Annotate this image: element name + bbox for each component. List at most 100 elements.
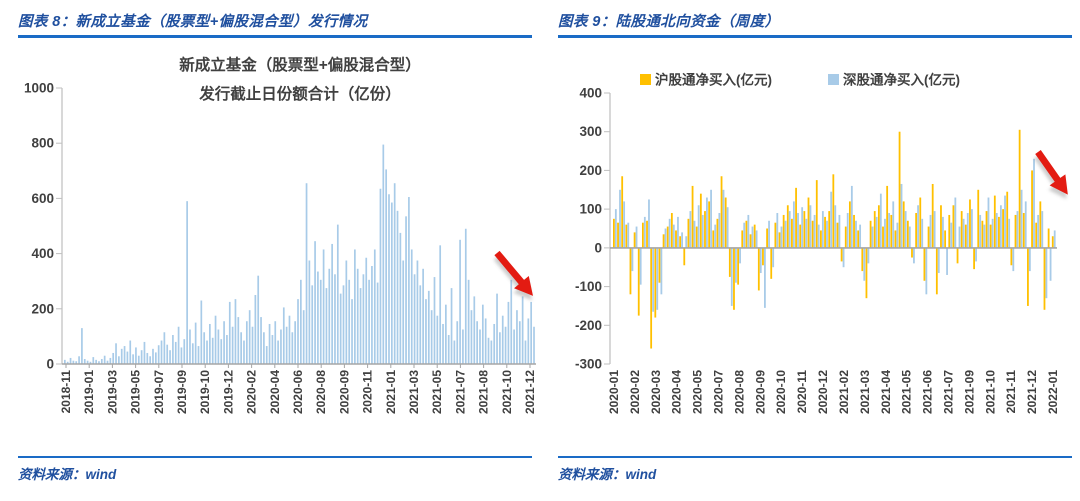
bar <box>1012 247 1015 271</box>
x-tick-label: 2021-01 <box>384 369 398 413</box>
bar <box>257 275 260 364</box>
bar <box>782 214 785 248</box>
bar <box>650 247 653 349</box>
svg-text:2020-03: 2020-03 <box>649 369 663 413</box>
bar <box>1016 210 1019 248</box>
bar <box>183 338 186 364</box>
svg-text:2020-10: 2020-10 <box>774 369 788 413</box>
bar <box>991 218 994 248</box>
bar <box>762 247 764 265</box>
bar <box>689 210 692 248</box>
bar <box>356 268 359 364</box>
bar <box>975 247 977 261</box>
bar <box>641 222 644 248</box>
bar <box>710 189 712 248</box>
bar <box>1035 222 1038 248</box>
x-axis-labels: 2020-01 2020-02 2020-03 2020-04 2020-05 2020-… <box>607 369 1060 413</box>
bar <box>619 189 621 248</box>
bar <box>933 210 936 248</box>
bar <box>931 183 934 248</box>
bar <box>118 355 120 364</box>
svg-text:2021-05: 2021-05 <box>900 369 914 413</box>
bar <box>921 218 924 248</box>
bar <box>613 218 615 248</box>
svg-text:2020-02: 2020-02 <box>628 369 642 413</box>
svg-text:2021-09: 2021-09 <box>962 369 976 413</box>
bar <box>530 301 533 364</box>
sz-connect-bars <box>614 158 1056 312</box>
bar <box>154 351 157 364</box>
svg-text:2020-04: 2020-04 <box>670 369 684 413</box>
bar <box>737 247 740 285</box>
bar <box>861 247 864 271</box>
bar <box>1047 228 1050 248</box>
bar <box>490 340 493 364</box>
arrow-shape <box>494 250 533 296</box>
bar <box>507 301 510 364</box>
bar <box>254 294 257 364</box>
x-tick-label: 2020-10 <box>774 369 788 413</box>
x-tick-label: 2020-11 <box>361 369 375 413</box>
bar <box>513 329 515 364</box>
bar <box>896 222 899 248</box>
bar <box>662 233 665 248</box>
y-axis: 400 300 200 100 0 -100 -200 -300 <box>575 85 611 371</box>
x-axis: 2018-11 2019-01 2019-03 2019-05 2019-07 2019-… <box>59 363 537 414</box>
bar <box>172 334 174 364</box>
bar <box>351 298 353 364</box>
x-tick-label: 2021-06 <box>921 369 935 413</box>
bar <box>1037 214 1040 248</box>
svg-text:2021-12: 2021-12 <box>1025 369 1039 413</box>
bar <box>805 218 808 248</box>
figure-9-source-rule <box>558 455 1072 458</box>
bar <box>106 360 109 364</box>
bar <box>792 200 795 248</box>
svg-text:2020-11: 2020-11 <box>795 369 809 413</box>
bar <box>706 197 708 248</box>
bar <box>875 216 878 248</box>
bar <box>925 247 928 294</box>
x-tick-label: 2020-06 <box>291 369 305 413</box>
bar <box>211 337 214 364</box>
bar <box>888 212 890 248</box>
bar <box>753 224 756 248</box>
bar <box>464 228 467 364</box>
bar <box>433 276 436 364</box>
bar <box>617 222 619 248</box>
bar <box>633 231 636 248</box>
bar <box>791 218 793 248</box>
bar <box>146 352 149 364</box>
bar <box>871 226 874 248</box>
bar <box>898 131 901 248</box>
bar <box>716 218 719 248</box>
figure-9-chart-area: 沪股通净买入(亿元) 深股通净买入(亿元) 400 300 200 100 0 -100 -20… <box>540 38 1080 456</box>
bar <box>635 226 638 248</box>
bar <box>453 340 456 364</box>
x-tick-label: 2020-08 <box>314 369 328 413</box>
trend-arrow-down-icon <box>1034 149 1068 199</box>
bar <box>820 229 822 248</box>
fund-issuance-bars <box>64 144 535 364</box>
x-tick-label: 2020-09 <box>753 369 767 413</box>
bar <box>778 231 781 248</box>
bar <box>317 271 319 364</box>
bar <box>950 222 953 248</box>
bar <box>120 348 123 364</box>
bar <box>685 235 688 248</box>
svg-text:2020-04: 2020-04 <box>268 369 282 413</box>
figure-8-source: 资料来源：wind <box>18 466 117 482</box>
bar <box>191 342 194 364</box>
bar <box>1053 229 1056 248</box>
bar <box>960 210 963 248</box>
bar <box>784 220 787 248</box>
svg-text:2018-11: 2018-11 <box>59 369 73 413</box>
bar <box>743 222 746 248</box>
svg-text:2020-09: 2020-09 <box>753 369 767 413</box>
bar <box>137 355 140 364</box>
bar <box>268 323 271 364</box>
bar <box>683 247 686 265</box>
bar <box>892 200 895 248</box>
bar <box>908 226 911 248</box>
bar <box>223 320 225 364</box>
fund-issuance-bar-chart: 新成立基金（股票型+偏股混合型） 发行截止日份额合计（亿份） 0 200 400 600 8… <box>24 55 537 414</box>
